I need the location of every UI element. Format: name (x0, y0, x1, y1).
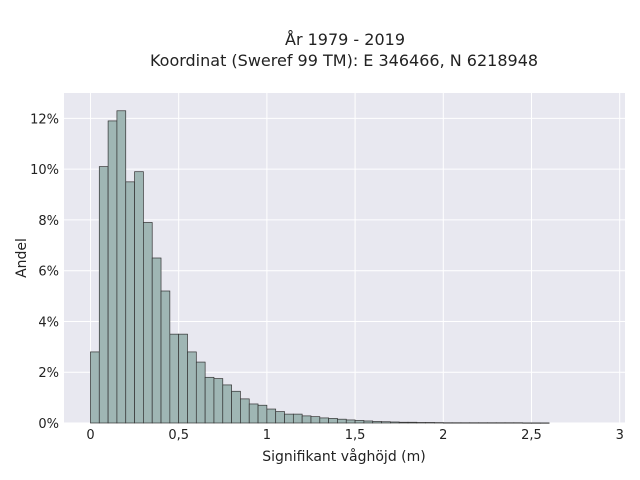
histogram-bar (416, 422, 427, 424)
histogram-bar (116, 110, 127, 424)
y-tick-label: 12% (30, 112, 59, 127)
histogram-bar (240, 398, 250, 424)
histogram-bar (178, 333, 188, 424)
histogram-bar (98, 166, 109, 424)
x-axis-label: Signifikant våghöjd (m) (262, 448, 425, 465)
histogram-bar (204, 376, 215, 424)
histogram-bar (398, 421, 409, 424)
y-tick-label: 2% (38, 366, 59, 381)
x-axis-ticks: 0 0,5 1 1,5 2 2,5 3 (86, 428, 624, 443)
x-tick-label: 0 (86, 428, 94, 443)
x-tick-label: 2 (439, 428, 447, 443)
histogram-bar (407, 421, 418, 424)
y-axis-ticks: 0% 2% 4% 6% 8% 10% 12% (30, 112, 59, 432)
x-tick-label: 1 (263, 428, 271, 443)
histogram-bar (345, 419, 356, 424)
histogram-bar (390, 421, 400, 424)
chart-subtitle: Koordinat (Sweref 99 TM): E 346466, N 62… (150, 51, 538, 70)
y-tick-label: 8% (38, 214, 59, 229)
histogram-bar (301, 415, 312, 424)
y-tick-label: 4% (38, 315, 59, 330)
histogram-bar (90, 351, 100, 424)
histogram-bar (248, 403, 259, 424)
histogram-bar (425, 422, 435, 424)
histogram-bar (195, 361, 206, 424)
histogram-bar (169, 333, 180, 424)
histogram-bar (160, 290, 171, 424)
histogram-bar (292, 413, 303, 424)
histogram-bar (134, 171, 144, 424)
histogram-bar (257, 404, 268, 424)
x-tick-label: 1,5 (345, 428, 366, 443)
histogram-bar (363, 420, 374, 424)
histogram-bar (151, 257, 162, 424)
histogram-bar (275, 411, 285, 424)
histogram-bar (328, 418, 338, 424)
histogram-bar (125, 181, 135, 424)
histogram-bar (310, 416, 321, 424)
chart-title: År 1979 - 2019 (285, 30, 405, 49)
histogram-bar (222, 384, 232, 424)
histogram-bar (337, 418, 347, 424)
x-tick-label: 0,5 (168, 428, 189, 443)
histogram-bar (284, 413, 294, 424)
histogram-bar (372, 421, 382, 424)
histogram-bar (319, 417, 329, 424)
y-axis-label: Andel (14, 238, 30, 278)
histogram-bar (213, 378, 224, 424)
y-tick-label: 6% (38, 265, 59, 280)
x-tick-label: 2,5 (521, 428, 542, 443)
bars (90, 110, 550, 424)
histogram-bar (266, 408, 277, 424)
histogram-bar (381, 421, 391, 424)
x-tick-label: 3 (616, 428, 624, 443)
histogram-bar (231, 390, 241, 424)
histogram-bar (187, 351, 197, 424)
histogram-bar (143, 222, 153, 424)
histogram-bar (354, 420, 365, 424)
y-tick-label: 10% (30, 163, 59, 178)
y-tick-label: 0% (38, 417, 59, 432)
histogram-bar (107, 120, 118, 424)
